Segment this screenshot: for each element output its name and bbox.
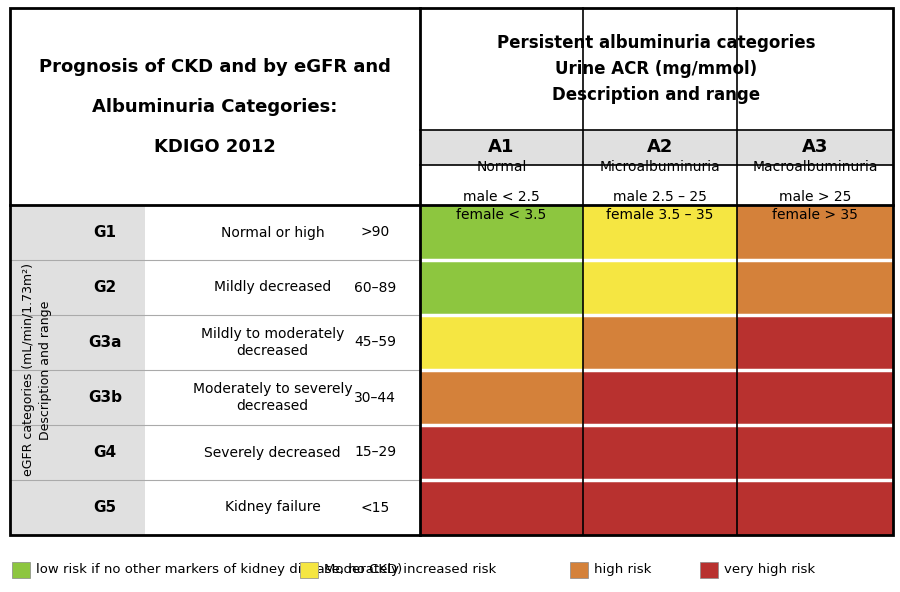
Text: Mildly to moderately
decreased: Mildly to moderately decreased — [201, 327, 344, 358]
Bar — [10, 480, 65, 535]
Bar — [583, 205, 737, 260]
Bar — [12, 562, 30, 578]
Text: male 2.5 – 25: male 2.5 – 25 — [613, 190, 707, 204]
Bar — [10, 8, 893, 535]
Text: G2: G2 — [94, 280, 117, 295]
Text: 30–44: 30–44 — [354, 391, 396, 404]
Text: <15: <15 — [360, 500, 390, 514]
Bar — [420, 315, 583, 370]
Bar — [737, 480, 893, 535]
Text: low risk if no other markers of kidney disease, no CKD): low risk if no other markers of kidney d… — [36, 564, 402, 577]
Bar — [420, 205, 583, 260]
Bar — [65, 315, 145, 370]
Text: Macroalbuminuria: Macroalbuminuria — [752, 160, 878, 174]
Bar — [65, 370, 145, 425]
Text: A1: A1 — [489, 139, 515, 156]
Text: G4: G4 — [94, 445, 117, 460]
Text: male > 25: male > 25 — [778, 190, 851, 204]
Bar — [420, 260, 583, 315]
Text: G3a: G3a — [88, 335, 122, 350]
Bar — [737, 260, 893, 315]
Text: female < 3.5: female < 3.5 — [456, 208, 546, 222]
Bar — [583, 425, 737, 480]
Bar — [145, 315, 420, 370]
Bar — [583, 260, 737, 315]
Text: male < 2.5: male < 2.5 — [464, 190, 540, 204]
Bar — [420, 8, 893, 130]
Bar — [737, 315, 893, 370]
Bar — [145, 260, 420, 315]
Text: eGFR categories (mL/min/1.73m²)
Description and range: eGFR categories (mL/min/1.73m²) Descript… — [22, 263, 52, 477]
Text: Moderately increased risk: Moderately increased risk — [324, 564, 496, 577]
Text: A2: A2 — [647, 139, 673, 156]
Text: Prognosis of CKD and by eGFR and: Prognosis of CKD and by eGFR and — [39, 57, 391, 76]
Bar — [300, 562, 318, 578]
Bar — [10, 315, 65, 370]
Bar — [737, 205, 893, 260]
Bar — [583, 315, 737, 370]
Bar — [65, 260, 145, 315]
Bar — [420, 480, 583, 535]
Text: high risk: high risk — [594, 564, 652, 577]
Text: Moderately to severely
decreased: Moderately to severely decreased — [193, 382, 352, 413]
Text: Severely decreased: Severely decreased — [204, 446, 341, 459]
Text: Mildly decreased: Mildly decreased — [214, 281, 331, 294]
Text: KDIGO 2012: KDIGO 2012 — [154, 137, 276, 156]
Text: A3: A3 — [802, 139, 828, 156]
Bar — [583, 370, 737, 425]
Bar — [145, 205, 420, 260]
Bar — [737, 370, 893, 425]
Bar — [10, 205, 65, 535]
Text: G5: G5 — [94, 500, 117, 515]
Text: Persistent albuminuria categories
Urine ACR (mg/mmol)
Description and range: Persistent albuminuria categories Urine … — [497, 34, 815, 104]
Bar — [145, 370, 420, 425]
Bar — [420, 425, 583, 480]
Bar — [700, 562, 718, 578]
Text: >90: >90 — [360, 226, 390, 240]
Text: female 3.5 – 35: female 3.5 – 35 — [607, 208, 714, 222]
Text: Microalbuminuria: Microalbuminuria — [599, 160, 720, 174]
Bar — [65, 205, 145, 260]
Text: Albuminuria Categories:: Albuminuria Categories: — [93, 98, 338, 115]
Bar — [737, 425, 893, 480]
Bar — [145, 425, 420, 480]
Bar — [10, 425, 65, 480]
Text: female > 35: female > 35 — [772, 208, 858, 222]
Bar — [10, 8, 420, 205]
Bar — [420, 130, 893, 165]
Bar — [420, 165, 893, 205]
Text: G3b: G3b — [88, 390, 122, 405]
Text: 15–29: 15–29 — [354, 446, 396, 459]
Bar — [65, 425, 145, 480]
Text: very high risk: very high risk — [724, 564, 815, 577]
Bar — [145, 480, 420, 535]
Text: Normal: Normal — [476, 160, 526, 174]
Text: 60–89: 60–89 — [354, 281, 396, 294]
Bar — [570, 562, 588, 578]
Bar — [583, 480, 737, 535]
Text: 45–59: 45–59 — [354, 336, 396, 349]
Bar — [10, 370, 65, 425]
Text: G1: G1 — [94, 225, 116, 240]
Text: Normal or high: Normal or high — [220, 226, 324, 240]
Bar — [65, 480, 145, 535]
Bar — [10, 260, 65, 315]
Text: Kidney failure: Kidney failure — [225, 500, 320, 514]
Bar — [420, 370, 583, 425]
Bar — [10, 205, 65, 260]
